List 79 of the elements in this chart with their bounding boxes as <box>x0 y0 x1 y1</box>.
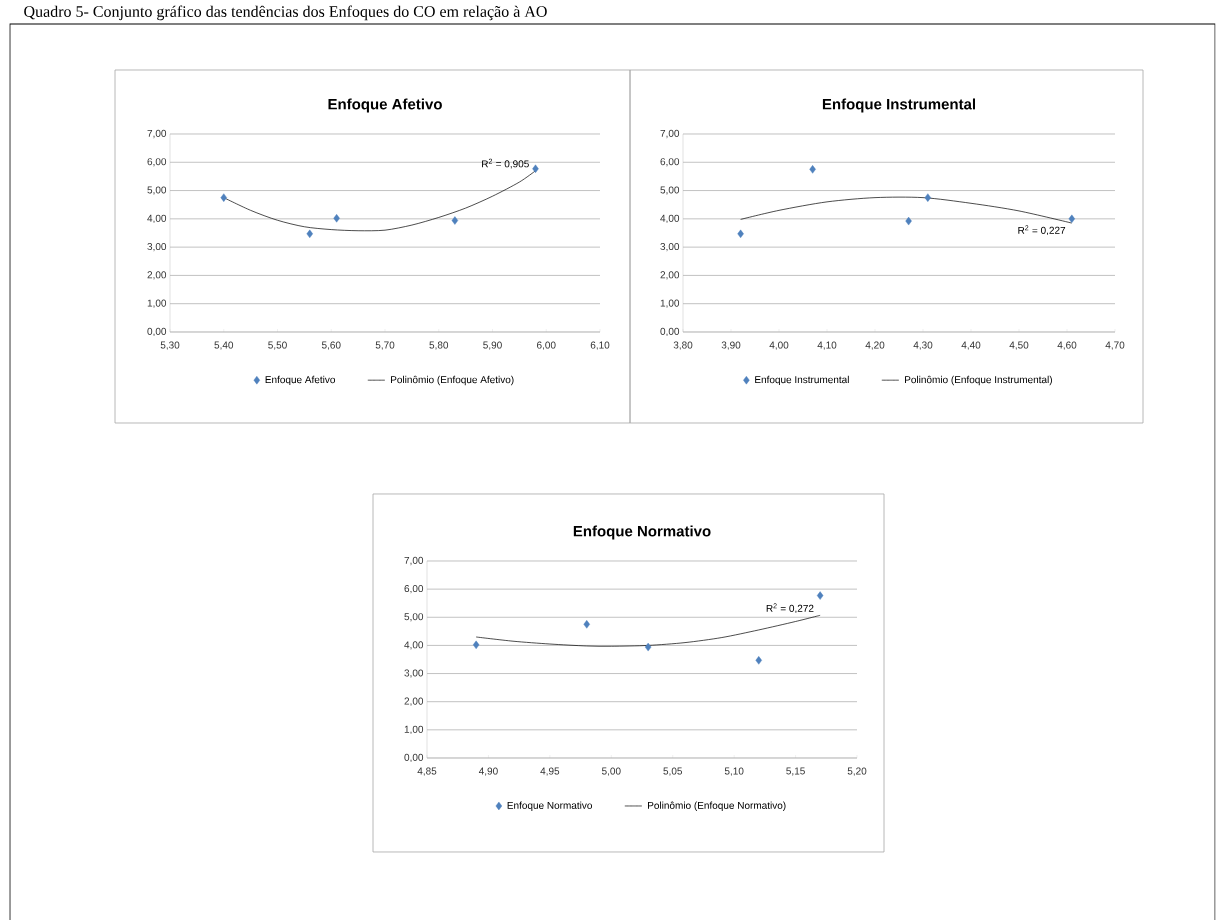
chart-title: Enfoque Afetivo <box>328 98 442 113</box>
x-tick-label: 5,60 <box>321 341 341 350</box>
x-tick-label: 5,50 <box>268 341 287 350</box>
y-tick-label: 4,00 <box>147 214 167 223</box>
annotation: R$^{2}$ = 0,227 <box>1018 225 1066 236</box>
x-tick-label: 4,85 <box>417 767 437 776</box>
legend-label: Enfoque Normativo <box>507 801 593 811</box>
y-tick-label: 7,00 <box>404 556 424 566</box>
x-tick-label: 4,10 <box>817 341 837 350</box>
x-tick-label: 5,10 <box>724 767 744 776</box>
y-tick-label: 4,00 <box>660 214 680 223</box>
y-tick-label: 5,00 <box>660 186 680 195</box>
point <box>583 620 590 629</box>
legend-label: Polinômio (Enfoque Afetivo) <box>391 375 514 386</box>
x-tick-label: 5,40 <box>214 341 234 350</box>
x-tick-label: 6,00 <box>537 341 556 350</box>
point <box>532 164 539 173</box>
y-tick-label: 0,00 <box>147 327 167 337</box>
x-tick-label: 3,90 <box>721 341 741 350</box>
y-tick-label: 3,00 <box>147 243 167 252</box>
annotation: R$^{2}$ = 0,905 <box>482 158 529 169</box>
y-tick-label: 0,00 <box>404 753 424 763</box>
legend-label: Enfoque Instrumental <box>755 375 849 386</box>
point <box>1068 214 1075 224</box>
x-tick-label: 5,30 <box>160 341 180 350</box>
y-tick-label: 0,00 <box>660 327 680 337</box>
annotation: R$^{2}$ = 0,272 <box>766 603 814 614</box>
y-tick-label: 1,00 <box>660 299 680 308</box>
point <box>816 591 824 600</box>
y-tick-label: 5,00 <box>147 186 167 195</box>
point <box>905 216 912 226</box>
x-tick-label: 5,00 <box>601 767 621 776</box>
point <box>306 229 313 239</box>
y-tick-label: 6,00 <box>147 158 167 167</box>
y-tick-label: 3,00 <box>660 243 680 252</box>
x-tick-label: 5,05 <box>663 767 683 776</box>
point <box>451 216 459 225</box>
chart-title: Enfoque Normativo <box>573 525 711 540</box>
point <box>220 193 227 202</box>
point <box>809 165 816 174</box>
x-tick-label: 5,15 <box>786 767 805 776</box>
point <box>472 640 480 650</box>
point <box>644 642 652 652</box>
x-tick-label: 5,90 <box>483 341 502 350</box>
y-tick-label: 7,00 <box>660 129 680 139</box>
x-tick-label: 4,40 <box>961 341 981 350</box>
text: Quadro 5- Conjunto gráfico das tendências dos Enfoques do CO em relação à AO <box>24 5 547 21</box>
y-tick-label: 1,00 <box>147 299 167 308</box>
x-tick-label: 4,70 <box>1105 341 1125 350</box>
x-tick-label: 4,00 <box>769 341 789 350</box>
point <box>755 656 762 665</box>
x-tick-label: 4,90 <box>478 767 498 776</box>
x-tick-label: 4,20 <box>865 341 885 350</box>
point <box>737 229 744 239</box>
x-tick-label: 6,10 <box>590 341 610 350</box>
y-tick-label: 2,00 <box>147 271 167 280</box>
x-tick-label: 5,80 <box>429 341 449 350</box>
x-tick-label: 4,60 <box>1057 341 1077 350</box>
y-tick-label: 1,00 <box>404 725 424 734</box>
y-tick-label: 4,00 <box>404 641 424 650</box>
x-tick-label: 3,80 <box>673 341 693 350</box>
x-tick-label: 5,70 <box>375 341 395 350</box>
x-tick-label: 4,50 <box>1009 341 1029 350</box>
legend-label: Polinômio (Enfoque Instrumental) <box>905 375 1052 386</box>
x-tick-label: 4,30 <box>913 341 933 350</box>
y-tick-label: 2,00 <box>660 271 680 280</box>
y-tick-label: 7,00 <box>147 129 167 139</box>
x-tick-label: 5,20 <box>847 767 867 776</box>
y-tick-label: 6,00 <box>404 585 424 594</box>
y-tick-label: 5,00 <box>404 613 424 622</box>
x-tick-label: 4,95 <box>540 767 560 776</box>
y-tick-label: 2,00 <box>404 697 424 706</box>
legend-label: Enfoque Afetivo <box>265 375 336 386</box>
chart-title: Enfoque Instrumental <box>822 98 976 113</box>
y-tick-label: 3,00 <box>404 669 424 678</box>
y-tick-label: 6,00 <box>660 158 680 167</box>
legend-label: Polinômio (Enfoque Normativo) <box>648 801 786 811</box>
point <box>333 214 340 223</box>
point <box>924 193 932 202</box>
